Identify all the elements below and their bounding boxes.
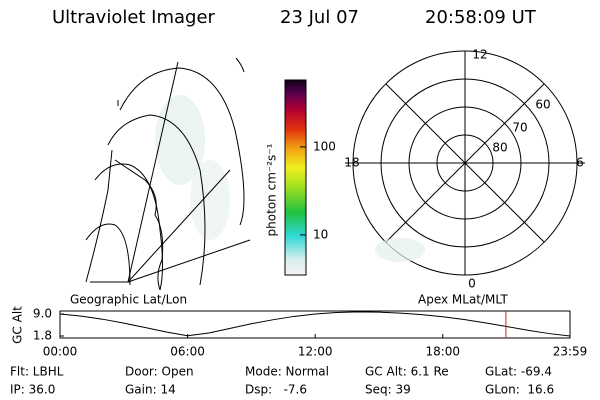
altitude-line: [59, 311, 571, 337]
status-field: GLon: 16.6: [485, 383, 554, 397]
polar-label: 0: [468, 277, 476, 291]
polar-label: 80: [492, 141, 507, 155]
x-tick-label: 23:59: [553, 345, 588, 359]
x-tick-label: 18:00: [425, 345, 460, 359]
polar-label: 18: [344, 156, 359, 170]
x-tick-label: 12:00: [298, 345, 333, 359]
polar-title: Apex MLat/MLT: [418, 293, 508, 307]
status-field: Flt: LBHL: [10, 365, 64, 379]
polar-label: 6: [576, 156, 584, 170]
x-tick-label: 06:00: [170, 345, 205, 359]
title: Ultraviolet Imager: [52, 7, 216, 28]
y-axis-label: GC Alt: [11, 306, 25, 344]
colorbar-tick-label: 10: [313, 227, 328, 241]
x-tick-label: 00:00: [43, 345, 78, 359]
status-field: Seq: 39: [365, 383, 411, 397]
colorbar-label: photon cm⁻²s⁻¹: [265, 143, 279, 236]
polar-grid: [345, 50, 585, 276]
y-tick-label: 9.0: [33, 306, 52, 320]
status-field: Door: Open: [125, 365, 194, 379]
y-tick-label: 1.8: [33, 329, 52, 343]
colorbar-tick-label: 100: [313, 139, 336, 153]
status-field: GC Alt: 6.1 Re: [365, 365, 449, 379]
status-field: Gain: 14: [125, 383, 176, 397]
status-field: Mode: Normal: [245, 365, 329, 379]
polar-label: 60: [535, 98, 550, 112]
status-field: GLat: -69.4: [485, 365, 552, 379]
date: 23 Jul 07: [280, 7, 359, 28]
polar-label: 70: [512, 121, 527, 135]
map-label: Geographic Lat/Lon: [70, 293, 187, 307]
polar-label: 12: [472, 48, 487, 62]
status-field: IP: 36.0: [10, 383, 55, 397]
time: 20:58:09 UT: [425, 7, 537, 28]
colorbar: [284, 79, 307, 276]
status-field: Dsp: -7.6: [245, 383, 307, 397]
map: [85, 57, 251, 291]
